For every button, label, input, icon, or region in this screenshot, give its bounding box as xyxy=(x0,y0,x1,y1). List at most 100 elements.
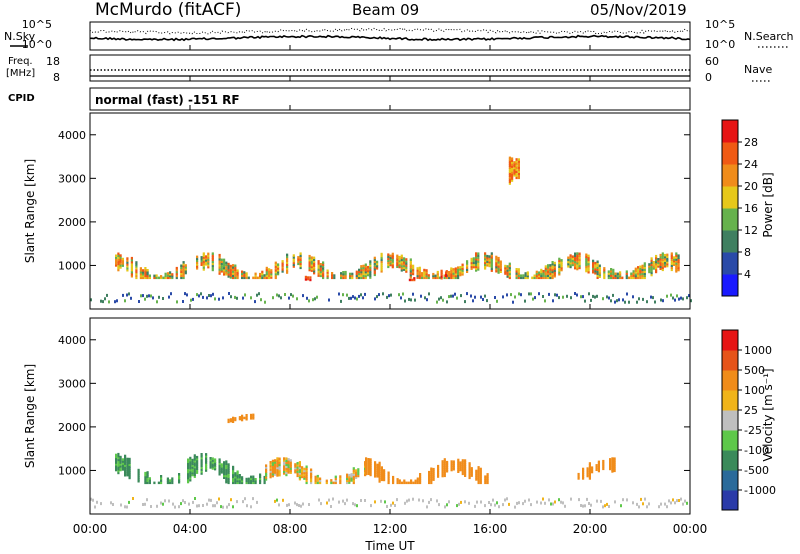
velocity-cell xyxy=(124,472,127,475)
power-cell xyxy=(292,256,295,259)
velocity-cell xyxy=(437,473,440,476)
power-cell xyxy=(598,268,601,271)
power-cell xyxy=(380,254,383,258)
power-cell xyxy=(515,162,518,165)
power-range-tick-label: 1000 xyxy=(58,259,86,272)
power-cell xyxy=(227,273,230,276)
power-cell xyxy=(396,265,399,268)
velocity-cell xyxy=(128,469,131,472)
velocity-cell xyxy=(459,461,462,464)
power-cell xyxy=(560,266,563,270)
power-cell xyxy=(513,168,516,171)
velocity-cell xyxy=(144,471,147,475)
power-cell xyxy=(576,265,579,269)
velocity-cell xyxy=(205,465,208,468)
power-range-axis-label: Slant Range [km] xyxy=(23,159,37,263)
velocity-cell xyxy=(247,481,250,485)
power-cell xyxy=(369,274,372,277)
velocity-cell xyxy=(259,475,262,478)
power-cell xyxy=(360,268,363,272)
velocity-cell xyxy=(128,463,131,466)
power-near-range-cell xyxy=(100,299,102,303)
power-cell xyxy=(567,260,570,264)
velocity-cell xyxy=(588,475,591,478)
power-cell xyxy=(142,276,145,280)
power-cell xyxy=(576,263,579,267)
power-cell xyxy=(119,264,122,267)
power-cell xyxy=(475,263,478,267)
power-cell xyxy=(130,256,133,260)
velocity-cell xyxy=(357,468,360,471)
velocity-cell xyxy=(319,481,322,485)
velocity-cell xyxy=(271,474,274,478)
power-near-range-cell xyxy=(402,292,404,296)
velocity-cell xyxy=(383,476,386,480)
power-cell xyxy=(310,263,313,267)
power-cell xyxy=(202,254,205,257)
power-cell xyxy=(472,259,475,262)
power-cell xyxy=(553,261,556,265)
power-colorbar-tick-label: 24 xyxy=(744,158,758,171)
velocity-cell xyxy=(387,473,390,476)
velocity-cell xyxy=(468,470,471,473)
power-cell xyxy=(175,276,178,280)
power-cell xyxy=(472,265,475,269)
power-cell xyxy=(322,267,325,270)
power-cell xyxy=(540,276,543,280)
velocity-colorbar-tick-label: 1000 xyxy=(744,344,772,357)
power-cell xyxy=(380,256,383,260)
power-cell xyxy=(547,276,550,280)
power-cell xyxy=(117,256,120,260)
power-cell xyxy=(319,270,322,274)
velocity-cell xyxy=(613,461,616,464)
velocity-cell xyxy=(374,467,377,470)
power-cell xyxy=(511,169,514,172)
velocity-near-range-cell xyxy=(180,502,182,506)
velocity-near-range-cell xyxy=(326,501,328,505)
power-cell xyxy=(126,267,129,270)
power-cell xyxy=(369,266,372,269)
velocity-cell xyxy=(187,476,190,480)
power-cell xyxy=(648,270,651,274)
power-near-range-cell xyxy=(532,297,534,301)
power-cell xyxy=(130,258,133,262)
velocity-cell xyxy=(250,475,253,479)
power-near-range-cell xyxy=(296,297,298,301)
velocity-near-range-cell xyxy=(464,500,466,504)
power-cell xyxy=(117,252,120,255)
velocity-near-range-cell xyxy=(524,499,526,503)
velocity-near-range-cell xyxy=(588,502,590,505)
power-cell xyxy=(241,276,244,280)
power-cell xyxy=(322,276,325,280)
power-near-range-cell xyxy=(682,297,684,301)
power-near-range-cell xyxy=(228,292,230,295)
power-cell xyxy=(144,267,147,270)
power-near-range-cell xyxy=(510,293,512,297)
velocity-cell xyxy=(178,473,181,476)
velocity-cell xyxy=(352,469,355,472)
power-cell xyxy=(313,270,316,273)
power-cell xyxy=(470,263,473,267)
cpid-mode-text: normal (fast) -151 RF xyxy=(95,93,240,107)
velocity-cell xyxy=(144,477,147,481)
power-cell xyxy=(229,272,232,275)
velocity-near-range-cell xyxy=(294,501,296,505)
power-cell xyxy=(236,269,239,272)
power-cell xyxy=(202,262,205,265)
velocity-cell xyxy=(241,478,244,481)
power-near-range-cell xyxy=(558,296,560,300)
velocity-cell xyxy=(241,416,244,420)
power-cell xyxy=(641,270,644,274)
velocity-cell xyxy=(211,465,214,468)
velocity-cell xyxy=(595,464,598,467)
power-cell xyxy=(358,274,361,278)
power-cell xyxy=(196,267,199,270)
velocity-cell xyxy=(613,463,616,466)
velocity-near-range-cell xyxy=(460,500,462,504)
power-cell xyxy=(452,268,455,271)
velocity-near-range-cell xyxy=(670,501,672,505)
velocity-colorbar-tick-label: 25 xyxy=(744,404,758,417)
power-cell xyxy=(400,258,403,262)
power-cell xyxy=(286,263,289,266)
power-cell xyxy=(270,276,273,279)
